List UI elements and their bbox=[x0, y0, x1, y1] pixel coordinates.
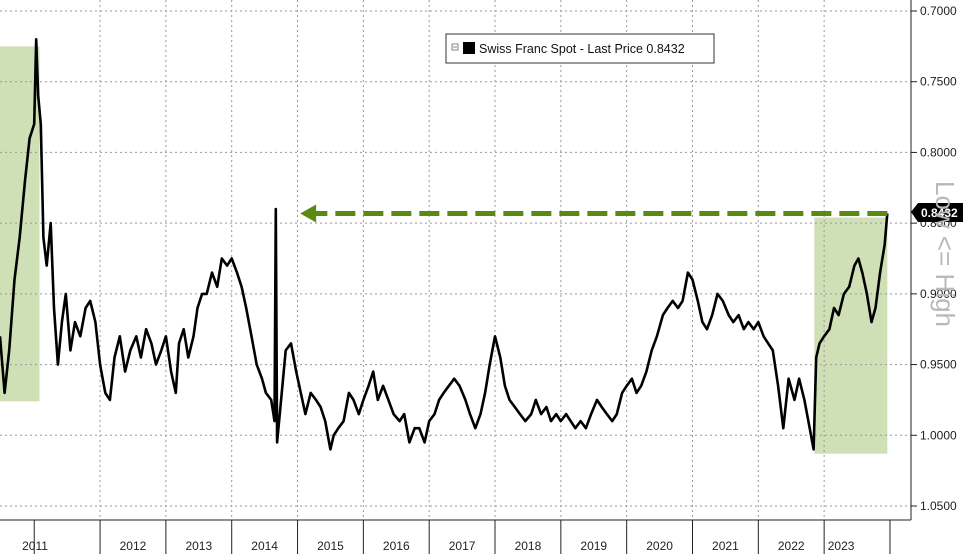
x-tick-label-3: 2013 bbox=[185, 539, 212, 553]
y-tick-label-5: 0.9000 bbox=[920, 287, 957, 301]
highlight-region-2 bbox=[814, 217, 888, 454]
x-tick-label-5: 2015 bbox=[317, 539, 344, 553]
x-tick-label-4: 2014 bbox=[251, 539, 278, 553]
x-tick-label-13: 2023 bbox=[828, 539, 855, 553]
y-tick-label-1: 0.7000 bbox=[920, 4, 957, 18]
last-price-tag: 0.8432 bbox=[911, 203, 963, 222]
x-tick-label-10: 2020 bbox=[646, 539, 673, 553]
series-lines bbox=[0, 38, 889, 451]
x-tick-label-2: 2012 bbox=[120, 539, 147, 553]
gridlines bbox=[0, 0, 911, 520]
x-tick-label-12: 2022 bbox=[778, 539, 805, 553]
plot-background bbox=[0, 0, 911, 520]
x-tick-label-1: 2011 bbox=[22, 539, 48, 553]
x-tick-label-7: 2017 bbox=[449, 539, 476, 553]
legend-swatch bbox=[463, 42, 475, 54]
x-axis: 2011 2012 2013 2014 2015 2016 2017 2018 2019 2020… bbox=[22, 520, 891, 554]
legend-label: Swiss Franc Spot - Last Price 0.8432 bbox=[479, 42, 685, 56]
y-tick-label-2: 0.7500 bbox=[920, 75, 957, 89]
y-tick-label-3: 0.8000 bbox=[920, 145, 957, 159]
arrow-annotation bbox=[300, 204, 888, 223]
x-tick-label-8: 2018 bbox=[515, 539, 542, 553]
legend: Swiss Franc Spot - Last Price 0.8432 bbox=[445, 33, 715, 64]
y-tick-label-6: 0.9500 bbox=[920, 358, 957, 372]
y-tick-label-7: 1.0000 bbox=[920, 428, 957, 442]
y-axis: 0.70000.75000.80000.85000.90000.95001.00… bbox=[911, 4, 957, 513]
x-tick-label-11: 2021 bbox=[712, 539, 739, 553]
x-tick-label-6: 2016 bbox=[383, 539, 410, 553]
last-price-tag-shape bbox=[911, 203, 963, 222]
last-price-label: 0.8432 bbox=[921, 206, 958, 220]
side-annotation: Low <= High bbox=[930, 181, 960, 327]
arrow-head bbox=[300, 204, 317, 223]
x-tick-label-9: 2019 bbox=[580, 539, 607, 553]
highlight-regions bbox=[0, 46, 888, 454]
legend-box bbox=[445, 33, 715, 64]
y-tick-label-8: 1.0500 bbox=[920, 499, 957, 513]
series-line-1 bbox=[0, 38, 889, 451]
